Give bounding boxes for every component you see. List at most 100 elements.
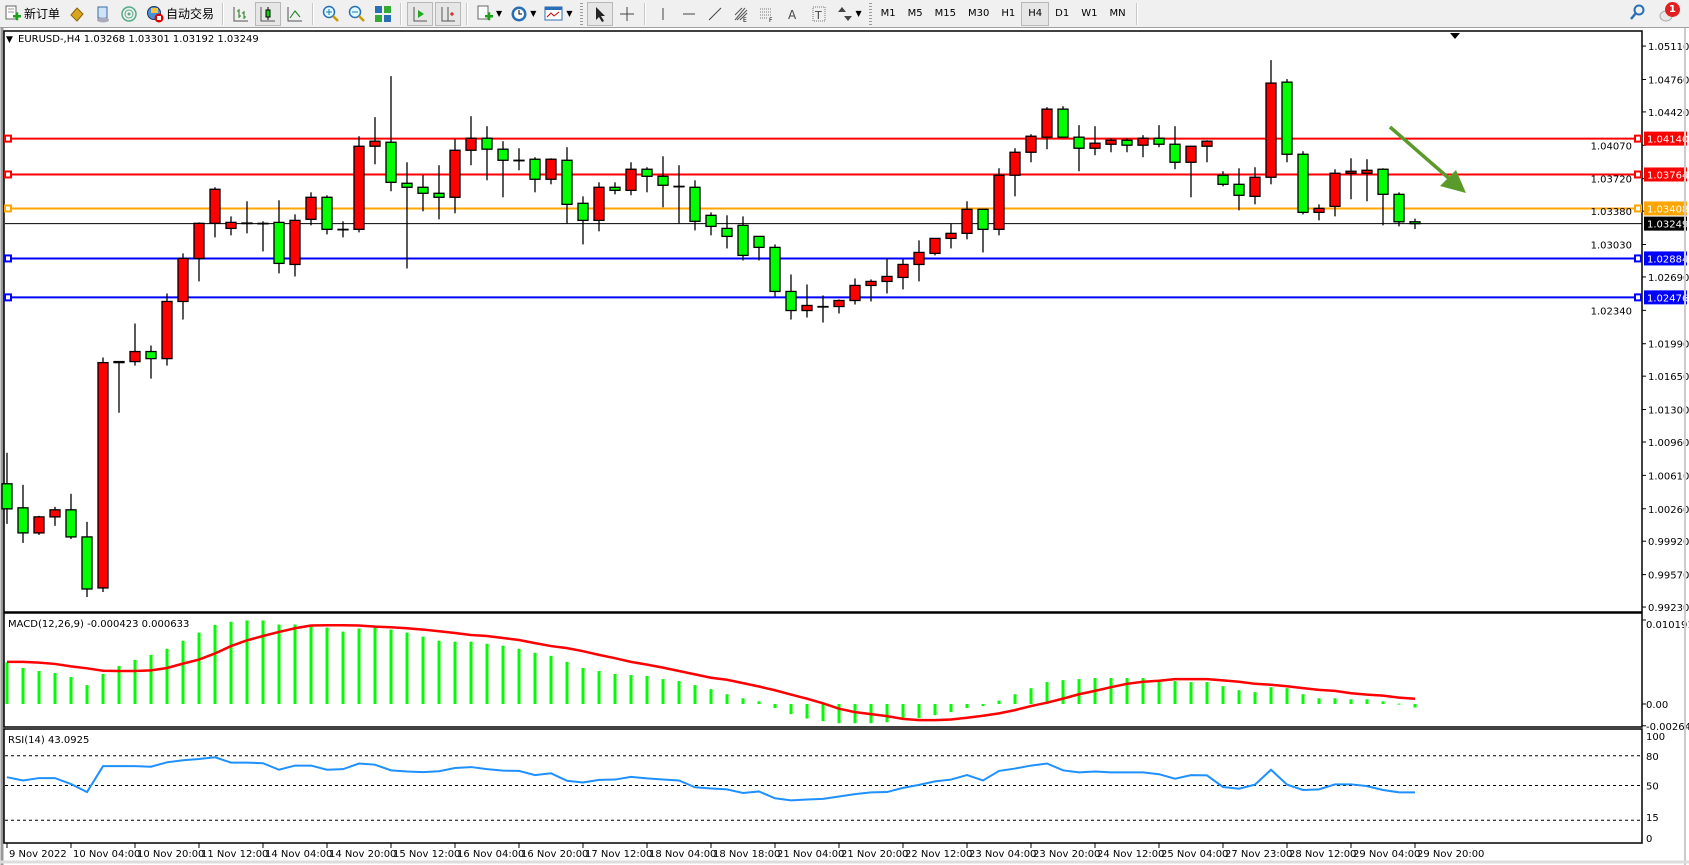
arrows-button[interactable]: ▼ (833, 2, 865, 26)
level-price-tag (1644, 290, 1687, 305)
toolbar: 新订单 自动交易 ▼ ▼ ▼ E F A T ▼ M1 M5 M15 M30 H1 H4 D… (0, 0, 1689, 28)
candle-body-down (321, 196, 333, 230)
crosshair-button[interactable] (615, 2, 639, 26)
macd-histogram-bar (1157, 680, 1161, 705)
candle-body-down (769, 246, 781, 293)
timeframe-d1[interactable]: D1 (1055, 8, 1070, 19)
timeframe-w1[interactable]: W1 (1081, 8, 1098, 19)
line-chart-button[interactable] (283, 2, 307, 26)
trendline-button[interactable] (703, 2, 727, 26)
macd-histogram-bar (309, 625, 313, 705)
indicators-button[interactable]: ▼ (473, 2, 505, 26)
candle (1073, 125, 1085, 172)
macd-histogram-bar (917, 704, 921, 719)
fibonacci-fan-button[interactable]: E (729, 2, 753, 26)
time-tick-label: 21 Nov 20:00 (841, 849, 908, 860)
zoom-in-button[interactable] (319, 2, 343, 26)
market-watch-button[interactable] (65, 2, 89, 26)
trend-arrow[interactable] (1388, 125, 1466, 193)
toolbar-grip[interactable] (579, 2, 583, 25)
level-handle-right[interactable] (1634, 254, 1642, 263)
time-tick-label: 18 Nov 18:00 (713, 849, 780, 860)
chart-shift-marker-icon[interactable] (1450, 33, 1460, 39)
macd-histogram-bar (1237, 690, 1241, 705)
toolbar-grip[interactable] (868, 2, 872, 25)
data-window-button[interactable] (91, 2, 115, 26)
chart-window[interactable]: 1.05110 1.04760 1.04420 1.04070 1.03720 1.033… (0, 28, 1689, 865)
candle (369, 117, 381, 165)
level-handle-left[interactable] (4, 204, 12, 213)
macd-histogram-bar (117, 665, 121, 705)
candle-body-down (721, 227, 733, 238)
time-tick-label: 10 Nov 04:00 (73, 849, 140, 860)
level-handle-left[interactable] (4, 170, 12, 179)
price-tick-label: 1.03380 (1591, 207, 1632, 218)
level-handle-left[interactable] (4, 134, 12, 143)
text-button[interactable]: A (781, 2, 805, 26)
timeframe-m15[interactable]: M15 (934, 8, 957, 19)
candle (993, 168, 1005, 236)
chart-shift-button[interactable] (435, 1, 462, 26)
level-price-tag (1644, 131, 1687, 146)
timeframe-h4[interactable]: H4 (1021, 1, 1050, 26)
cursor-button[interactable] (586, 1, 613, 26)
tile-windows-button[interactable] (371, 2, 395, 26)
timeframe-m5[interactable]: M5 (907, 8, 923, 19)
notifications-button[interactable]: 1 (1659, 2, 1680, 24)
level-price-label: 1.03408 (1647, 204, 1688, 215)
rsi-label: RSI(14) 43.0925 (8, 735, 89, 746)
macd-histogram-bar (213, 624, 217, 705)
macd-histogram-bar (1013, 694, 1017, 705)
macd-histogram-bar (533, 652, 537, 705)
level-handle-right[interactable] (1634, 204, 1642, 213)
candle-body-up (817, 305, 829, 308)
candlestick-button[interactable] (255, 1, 282, 26)
dropdown-arrow-icon: ▼ (566, 9, 573, 18)
level-handle-left[interactable] (4, 293, 12, 302)
candle (945, 223, 957, 249)
templates-button[interactable]: ▼ (541, 2, 575, 26)
time-tick-label: 22 Nov 12:00 (905, 849, 972, 860)
fibonacci-retracement-button[interactable]: F (755, 2, 779, 26)
bar-chart-button[interactable] (229, 2, 253, 26)
candle-body-up (673, 185, 685, 188)
auto-trading-button[interactable]: 自动交易 (143, 2, 217, 26)
candle-body-up (593, 186, 605, 222)
auto-scroll-icon (413, 6, 428, 21)
candle-body-up (465, 137, 477, 151)
level-handle-right[interactable] (1634, 134, 1642, 143)
price-tick-label: 1.02340 (1591, 306, 1632, 317)
candle-body-down (1377, 168, 1389, 195)
candle (305, 192, 317, 226)
candle-body-up (193, 222, 205, 260)
level-handle-right[interactable] (1634, 293, 1642, 302)
periods-button[interactable]: ▼ (507, 2, 539, 26)
timeframe-mn[interactable]: MN (1109, 8, 1126, 19)
candle-body-down (753, 235, 765, 249)
vertical-line-button[interactable] (651, 2, 675, 26)
candle-body-down (705, 214, 717, 228)
rsi-panel-frame (3, 728, 1643, 844)
candle-body-down (1, 483, 13, 510)
timeframe-m30[interactable]: M30 (968, 8, 990, 19)
macd-histogram-bar (389, 629, 393, 705)
crosshair-icon (619, 6, 634, 21)
candle (1009, 148, 1021, 197)
candle-body-down (1073, 136, 1085, 149)
timeframe-m1[interactable]: M1 (880, 8, 896, 19)
horizontal-line-button[interactable] (677, 2, 701, 26)
candle (497, 141, 509, 198)
level-handle-left[interactable] (4, 254, 12, 263)
collapse-triangle-icon[interactable]: ▼ (6, 35, 13, 45)
zoom-out-button[interactable] (345, 2, 369, 26)
text-label-button[interactable]: T (807, 2, 831, 26)
macd-histogram-bar (629, 675, 633, 705)
new-order-button[interactable]: 新订单 (1, 2, 63, 26)
signals-button[interactable] (117, 2, 141, 26)
candle (1233, 168, 1245, 211)
candle (81, 521, 93, 598)
auto-scroll-button[interactable] (407, 1, 434, 26)
level-handle-right[interactable] (1634, 170, 1642, 179)
search-icon[interactable] (1629, 4, 1645, 22)
timeframe-h1[interactable]: H1 (1001, 8, 1016, 19)
